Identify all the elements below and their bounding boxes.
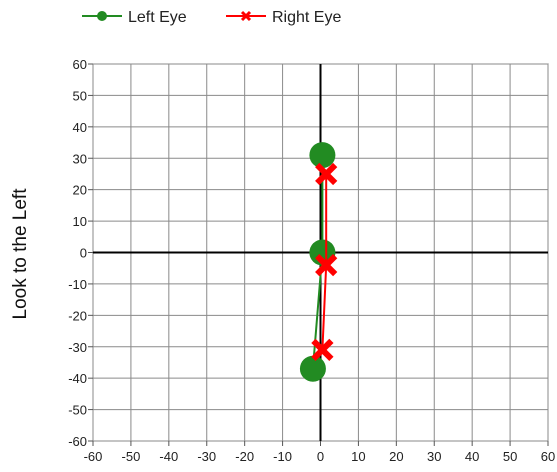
x-tick-label: -60 (84, 449, 103, 464)
left-eye-point (299, 355, 326, 382)
x-tick-label: 60 (541, 449, 555, 464)
series (299, 142, 338, 382)
x-tick-label: 0 (317, 449, 324, 464)
legend-label-left-eye: Left Eye (128, 9, 187, 26)
x-tick-label: -10 (273, 449, 292, 464)
x-tick-label: -40 (159, 449, 178, 464)
y-tick-label: -50 (68, 403, 87, 418)
y-tick-label: 20 (73, 183, 87, 198)
legend-label-right-eye: Right Eye (272, 9, 341, 26)
marker-stroke (315, 253, 338, 277)
left-eye-point (309, 142, 336, 169)
right-eye-point (315, 253, 338, 277)
right-eye-point (311, 338, 334, 362)
y-tick-label: 10 (73, 214, 87, 229)
right-eye-point (315, 162, 338, 186)
marker-stroke (315, 162, 338, 186)
y-tick-label: -30 (68, 340, 87, 355)
y-tick-label: 30 (73, 151, 87, 166)
x-tick-label: 50 (503, 449, 517, 464)
x-tick-label: 30 (427, 449, 441, 464)
x-tick-label: 20 (389, 449, 403, 464)
x-tick-label: -20 (235, 449, 254, 464)
y-tick-label: 0 (80, 246, 87, 261)
legend-swatch-marker (240, 10, 252, 22)
legend-item-right-eye: Right Eye (226, 9, 341, 26)
y-tick-label: -20 (68, 308, 87, 323)
y-tick-label: 40 (73, 120, 87, 135)
y-tick-label: 50 (73, 88, 87, 103)
y-tick-label: -40 (68, 371, 87, 386)
y-tick-label: -10 (68, 277, 87, 292)
x-tick-label: 40 (465, 449, 479, 464)
y-tick-label: -60 (68, 434, 87, 449)
x-tick-label: 10 (351, 449, 365, 464)
legend-item-left-eye: Left Eye (82, 9, 187, 26)
y-axis-label: Look to the Left (10, 188, 31, 320)
x-tick-label: -50 (122, 449, 141, 464)
legend: Left Eye Right Eye (82, 9, 341, 26)
tick-labels: 60 50 40 30 20 10 0 -10 -20 -30 -40 -50 -60-60 -50 -40… (68, 57, 555, 464)
left-eye-series (299, 142, 336, 382)
right-eye-series (311, 162, 338, 362)
marker-stroke (311, 338, 334, 362)
y-tick-label: 60 (73, 57, 87, 72)
x-tick-label: -30 (197, 449, 216, 464)
legend-swatch-marker (97, 11, 107, 21)
marker-stroke (240, 10, 252, 22)
